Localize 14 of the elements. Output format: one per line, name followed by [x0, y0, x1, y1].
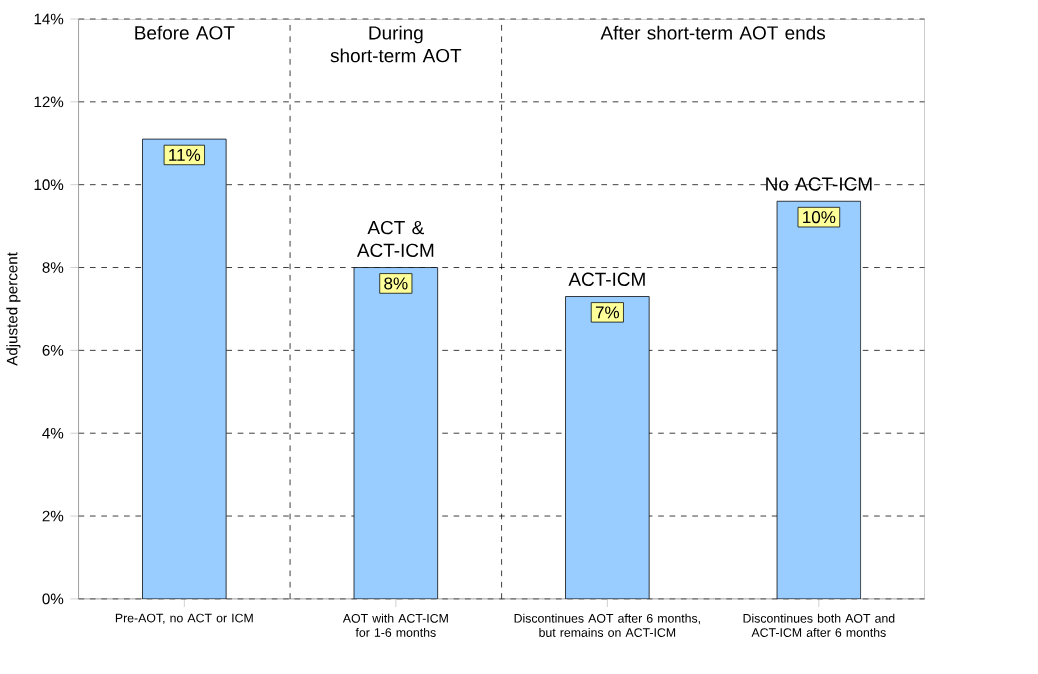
data-label: 10% — [803, 210, 836, 223]
annotation: After short-term AOT ends — [600, 25, 826, 40]
bar — [353, 266, 439, 599]
annotation: During short-term AOT — [330, 25, 462, 62]
annotation: ACT & ACT-ICM — [356, 220, 434, 257]
bar — [565, 295, 650, 599]
data-label: 11% — [169, 148, 201, 161]
bar — [776, 200, 862, 599]
data-label: 7% — [595, 305, 620, 318]
annotation: ACT-ICM — [568, 272, 645, 286]
annotation: No ACT-ICM — [766, 176, 872, 191]
annotation: Before AOT — [135, 25, 235, 40]
bar — [142, 138, 227, 599]
data-label: 8% — [384, 276, 408, 290]
